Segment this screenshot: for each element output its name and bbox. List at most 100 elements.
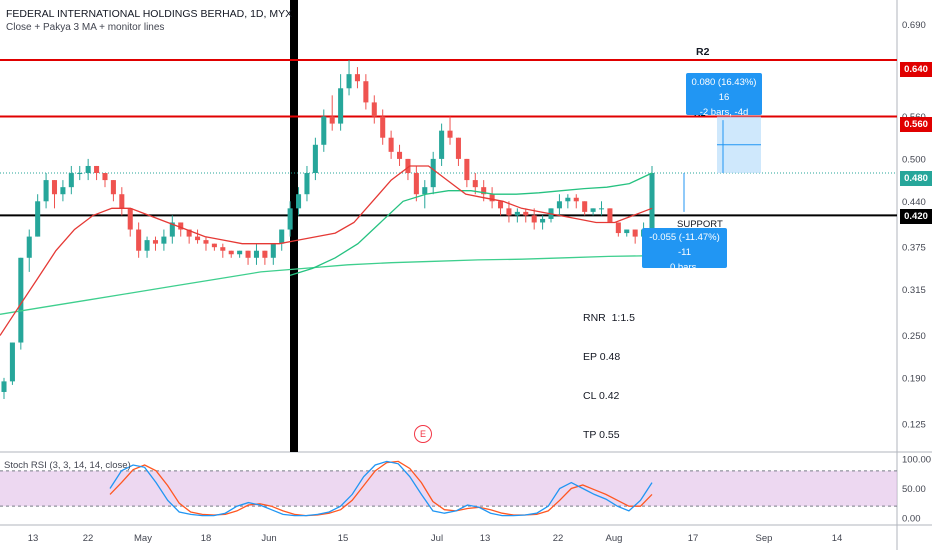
x-tick-label: 13 xyxy=(28,533,39,544)
candle-body xyxy=(144,240,150,251)
ma-mid-line xyxy=(289,172,653,277)
oscillator-label: Stoch RSI (3, 3, 14, 14, close) xyxy=(4,460,131,471)
note-target: TP 0.55 xyxy=(583,429,620,441)
y-tick-label: 0.690 xyxy=(902,20,926,31)
x-tick-label: Jun xyxy=(261,533,276,544)
candle-body xyxy=(287,208,293,230)
candle-body xyxy=(186,229,192,237)
osc-band xyxy=(0,470,897,507)
candle-body xyxy=(531,215,537,223)
candle-body xyxy=(253,250,259,258)
indicator-legend: Close + Pakya 3 MA + monitor lines xyxy=(6,22,165,33)
candle-body xyxy=(43,180,49,202)
candle-body xyxy=(161,236,167,244)
candle-body xyxy=(178,222,184,230)
candle-body xyxy=(312,144,318,174)
candle-body xyxy=(304,173,310,195)
r2-label: R2 xyxy=(696,46,710,58)
candle-body xyxy=(270,243,276,258)
candle-body xyxy=(615,222,621,234)
candle-body xyxy=(152,240,159,244)
r1-price-tag: 0.560 xyxy=(900,117,932,132)
candle-body xyxy=(363,81,369,103)
candle-body xyxy=(245,250,251,258)
y-tick-label: 0.375 xyxy=(902,243,926,254)
candle-body xyxy=(598,208,605,210)
candle-body xyxy=(397,151,403,159)
candle-body xyxy=(632,229,638,237)
ma-slow-line xyxy=(0,255,653,315)
candle-body xyxy=(102,173,108,181)
stoch-d-line xyxy=(109,460,653,517)
candle-body xyxy=(110,180,116,195)
candle-body xyxy=(321,116,327,145)
candle-body xyxy=(624,229,630,234)
long-box-bars: -2 bars, -4d xyxy=(699,107,749,118)
last-price-tag: 0.480 xyxy=(900,171,932,186)
candle-body xyxy=(51,180,58,195)
candle-body xyxy=(455,137,461,159)
candle-body xyxy=(422,187,428,195)
y-tick-label: 0.125 xyxy=(902,419,926,430)
long-position-box[interactable]: 0.080 (16.43%) 16 -2 bars, -4d xyxy=(686,73,762,118)
candle-body xyxy=(354,74,360,82)
candle-body xyxy=(556,201,562,209)
candle-body xyxy=(77,173,83,175)
candle-body xyxy=(329,116,335,124)
x-tick-label: 15 xyxy=(338,533,349,544)
candle-body xyxy=(237,250,243,255)
support-price-tag: 0.420 xyxy=(900,209,932,224)
candle-body xyxy=(540,218,546,223)
y-tick-label: 0.500 xyxy=(902,154,926,165)
candle-body xyxy=(127,208,133,230)
candle-body xyxy=(18,257,24,343)
candle-body xyxy=(380,116,386,138)
candle-body xyxy=(195,236,201,241)
y-tick-label: 0.250 xyxy=(902,331,926,342)
candle-body xyxy=(447,130,453,138)
y-tick-label: 0.190 xyxy=(902,373,926,384)
x-tick-label: May xyxy=(134,533,152,544)
long-box-change: 0.080 (16.43%) 16 xyxy=(691,77,757,103)
candle-body xyxy=(388,137,394,152)
note-entry: EP 0.48 xyxy=(583,351,621,363)
y-tick-label: 0.440 xyxy=(902,197,926,208)
ma-fast-line xyxy=(0,165,653,336)
short-box-change: -0.055 (-11.47%) -11 xyxy=(649,232,720,258)
chart-header: FEDERAL INTERNATIONAL HOLDINGS BERHAD, 1… xyxy=(6,7,292,35)
osc-tick-label: 0.00 xyxy=(902,513,921,524)
chart-title: FEDERAL INTERNATIONAL HOLDINGS BERHAD, 1… xyxy=(6,8,293,20)
candle-body xyxy=(35,201,41,237)
candle-body xyxy=(296,194,302,209)
earnings-badge[interactable]: E xyxy=(414,425,432,443)
candle-body xyxy=(1,381,7,392)
candle-body xyxy=(590,208,596,212)
x-tick-label: Sep xyxy=(756,533,773,544)
short-position-box[interactable]: -0.055 (-11.47%) -11 0 bars, xyxy=(642,228,727,273)
candle-body xyxy=(506,208,512,216)
trade-plan-note: RNR 1:1.5 EP 0.48 CL 0.42 TP 0.55 xyxy=(583,286,635,455)
candle-body xyxy=(262,250,268,258)
y-tick-label: 0.315 xyxy=(902,285,926,296)
candle-body xyxy=(413,173,419,195)
stoch-k-line xyxy=(109,460,653,517)
candle-body xyxy=(220,247,226,251)
candle-body xyxy=(119,194,125,209)
x-tick-label: Jul xyxy=(431,533,443,544)
candle-body xyxy=(346,74,352,89)
osc-tick-label: 50.00 xyxy=(902,484,926,495)
candle-body xyxy=(211,243,217,248)
candle-body xyxy=(338,88,344,124)
candle-body xyxy=(85,165,91,174)
candle-body xyxy=(472,180,478,188)
candle-body xyxy=(279,229,285,244)
candle-body xyxy=(514,211,520,216)
r2-price-tag: 0.640 xyxy=(900,62,932,77)
note-rnr: RNR 1:1.5 xyxy=(583,312,635,324)
support-label: SUPPORT xyxy=(677,219,723,230)
candle-body xyxy=(573,197,579,202)
x-tick-label: 22 xyxy=(83,533,94,544)
candle-body xyxy=(60,187,66,195)
candle-body xyxy=(582,201,588,212)
candle-body xyxy=(649,173,655,230)
